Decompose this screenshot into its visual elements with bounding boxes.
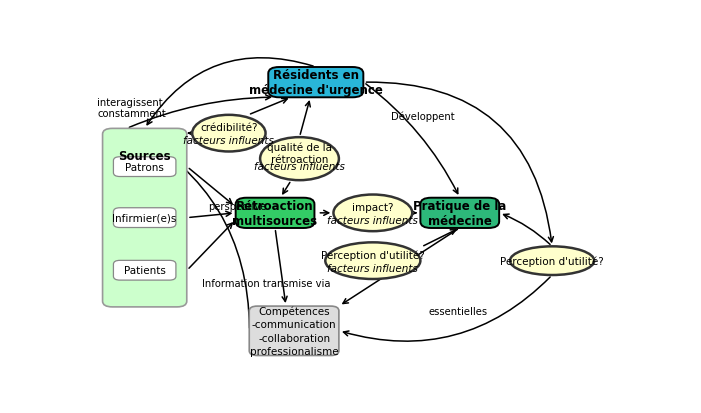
- Text: Développent: Développent: [390, 111, 454, 121]
- Text: Perception d'utilité?: Perception d'utilité?: [501, 256, 604, 266]
- Text: facteurs influents: facteurs influents: [184, 136, 274, 146]
- Text: Résidents en
médecine d'urgence: Résidents en médecine d'urgence: [249, 69, 383, 97]
- FancyBboxPatch shape: [114, 157, 176, 177]
- FancyBboxPatch shape: [421, 198, 499, 228]
- FancyBboxPatch shape: [102, 129, 186, 307]
- Text: Information transmise via: Information transmise via: [202, 278, 330, 288]
- Text: Rétroaction
multisources: Rétroaction multisources: [233, 199, 318, 227]
- Text: facteurs influents: facteurs influents: [327, 215, 418, 225]
- Text: essentielles: essentielles: [429, 306, 488, 316]
- Ellipse shape: [260, 138, 339, 181]
- Text: interagissent
constamment: interagissent constamment: [97, 97, 166, 119]
- Ellipse shape: [325, 243, 421, 279]
- Ellipse shape: [334, 195, 412, 232]
- Text: qualité de la
rétroaction: qualité de la rétroaction: [267, 142, 332, 165]
- Text: impact?: impact?: [352, 203, 393, 213]
- FancyBboxPatch shape: [114, 261, 176, 280]
- Text: facteurs influents: facteurs influents: [327, 263, 418, 273]
- Text: Perception d'utilité?: Perception d'utilité?: [321, 250, 425, 261]
- Text: Infirmier(e)s: Infirmier(e)s: [112, 213, 177, 223]
- Text: Compétences
-communication
-collaboration
professionalisme: Compétences -communication -collaboratio…: [250, 306, 339, 356]
- Text: Pratique de la
médecine: Pratique de la médecine: [413, 199, 506, 227]
- FancyBboxPatch shape: [114, 208, 176, 228]
- Text: Patients: Patients: [124, 266, 165, 275]
- Ellipse shape: [510, 247, 594, 275]
- FancyBboxPatch shape: [236, 198, 315, 228]
- Text: facteurs influents: facteurs influents: [254, 161, 345, 171]
- Ellipse shape: [192, 116, 266, 152]
- Text: Sources: Sources: [118, 150, 171, 163]
- Text: perspective: perspective: [208, 201, 266, 211]
- Text: Patrons: Patrons: [125, 162, 164, 172]
- FancyBboxPatch shape: [250, 306, 339, 356]
- Text: crédibilité?: crédibilité?: [200, 123, 258, 133]
- FancyBboxPatch shape: [268, 68, 363, 98]
